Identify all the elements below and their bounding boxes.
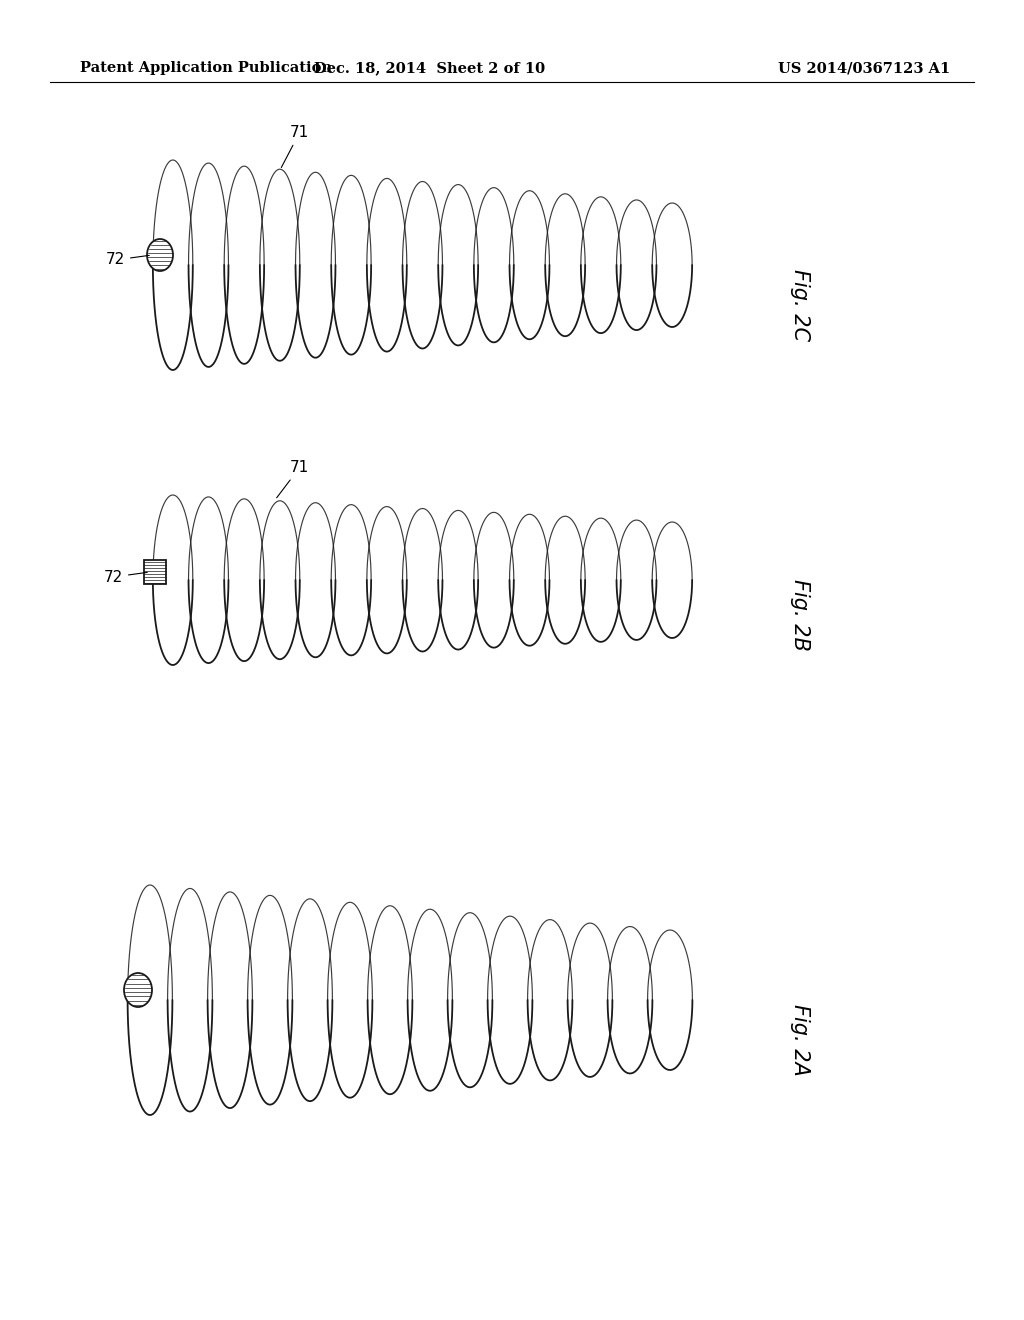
- Text: 72: 72: [103, 569, 147, 585]
- Ellipse shape: [147, 239, 173, 271]
- Text: 71: 71: [276, 459, 309, 498]
- Bar: [144, 560, 166, 583]
- Text: 71: 71: [282, 125, 309, 168]
- Text: Fig. 2C: Fig. 2C: [790, 269, 810, 341]
- Text: Dec. 18, 2014  Sheet 2 of 10: Dec. 18, 2014 Sheet 2 of 10: [314, 61, 546, 75]
- Ellipse shape: [124, 973, 152, 1007]
- Text: US 2014/0367123 A1: US 2014/0367123 A1: [778, 61, 950, 75]
- Text: Fig. 2B: Fig. 2B: [790, 579, 810, 651]
- Text: Fig. 2A: Fig. 2A: [790, 1005, 810, 1076]
- Text: 72: 72: [105, 252, 150, 268]
- Text: Patent Application Publication: Patent Application Publication: [80, 61, 332, 75]
- Bar: [144, 560, 166, 583]
